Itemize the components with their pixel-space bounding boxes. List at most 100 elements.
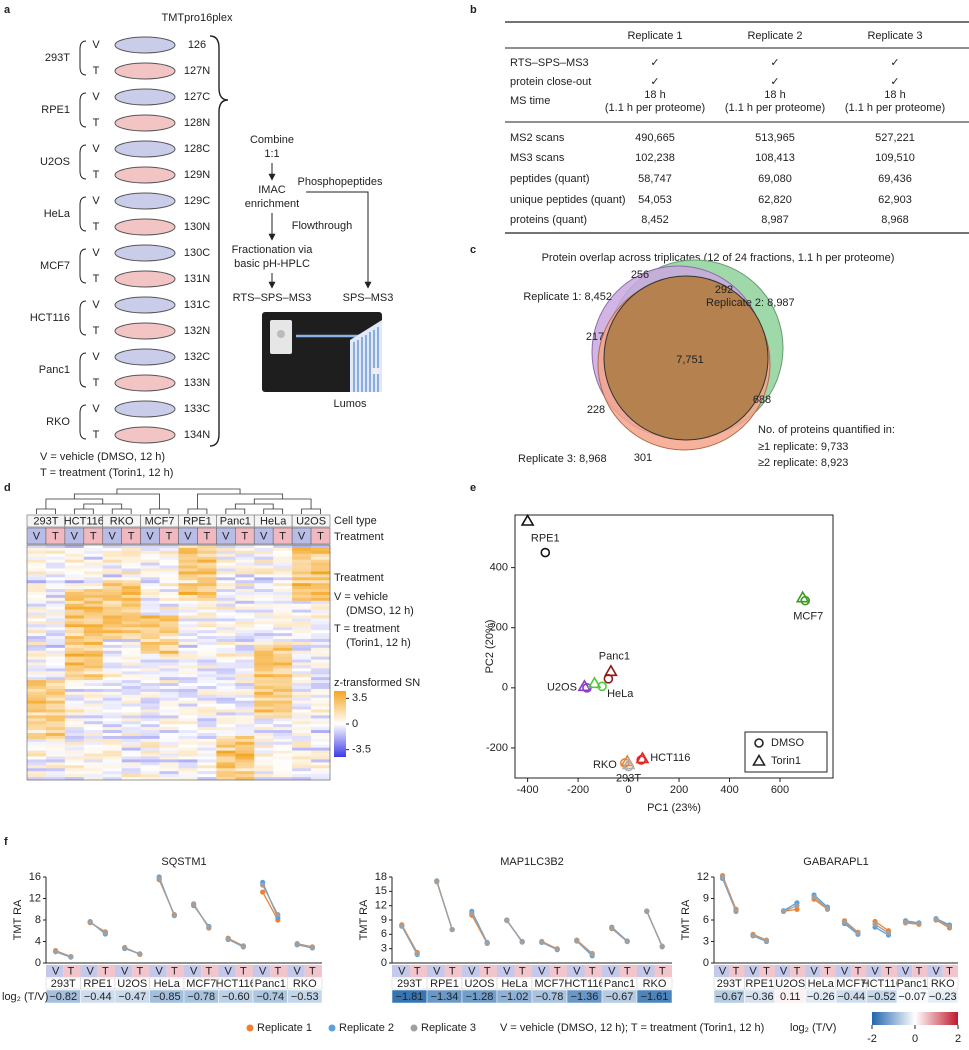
heatmap-cell xyxy=(216,609,236,613)
heatmap-cell xyxy=(27,639,47,643)
heatmap-cell xyxy=(216,606,236,610)
replicate-point xyxy=(539,939,545,945)
treatment-cell xyxy=(775,965,791,977)
heatmap-cell xyxy=(102,650,122,654)
heatmap-cell xyxy=(235,744,255,748)
heatmap-cell xyxy=(292,674,312,678)
heatmap-cell xyxy=(216,592,236,596)
tmt-channel: 127N xyxy=(184,65,210,77)
heatmap-cell xyxy=(64,712,85,716)
heatmap-cell xyxy=(292,677,312,681)
heatmap-cell xyxy=(83,562,104,566)
heatmap-cell xyxy=(83,656,104,660)
heatmap-cell xyxy=(121,600,141,605)
treatment-cell xyxy=(602,965,620,977)
treatment-label: T xyxy=(93,117,100,129)
replicate-point xyxy=(841,919,848,925)
log2-label: −0.78 xyxy=(187,991,215,1003)
heatmap-cell xyxy=(178,774,198,778)
heatmap-cell xyxy=(216,636,236,640)
heatmap-cell xyxy=(121,735,141,740)
y-tick-label: 200 xyxy=(490,622,508,634)
venn-count: 217 xyxy=(586,331,604,343)
heatmap-cell xyxy=(178,574,198,578)
heatmap-cell xyxy=(216,747,236,751)
heatmap-cell xyxy=(273,706,293,710)
heatmap-cell xyxy=(197,765,217,769)
heatmap-cell xyxy=(121,615,141,619)
heatmap-cell xyxy=(27,774,47,778)
heatmap-cell xyxy=(102,609,122,613)
heatmap-cell xyxy=(178,630,198,634)
heatmap-cell xyxy=(254,577,274,581)
heatmap-cell xyxy=(235,556,255,560)
heatmap-cell xyxy=(292,691,312,696)
heatmap-cell xyxy=(254,741,274,746)
treatment-cell xyxy=(46,965,64,977)
treatment-label: T xyxy=(93,65,100,77)
heatmap-cell xyxy=(83,753,104,757)
heatmap-cell xyxy=(311,639,331,643)
heatmap-cell xyxy=(292,609,312,613)
heatmap-cell xyxy=(197,665,217,669)
replicate-point xyxy=(624,938,630,945)
heatmap-cell xyxy=(159,697,179,701)
heatmap-cell xyxy=(216,644,236,649)
treatment-label: V xyxy=(86,965,94,977)
treatment-label: T xyxy=(102,965,109,977)
heatmap-cell xyxy=(121,589,141,593)
heatmap-cell xyxy=(140,574,160,578)
y-axis-label: TMT RA xyxy=(680,899,692,940)
heatmap-cell xyxy=(27,703,47,707)
log2-label: −0.67 xyxy=(606,991,634,1003)
treatment-cell xyxy=(729,965,745,977)
cell-line-label: 293T xyxy=(717,978,742,990)
heatmap-cell xyxy=(292,633,312,637)
heatmap-cell xyxy=(197,641,217,646)
heatmap-cell xyxy=(235,677,255,681)
replicate-point xyxy=(191,901,197,908)
heatmap-cell xyxy=(178,580,198,584)
heatmap-cell xyxy=(64,612,85,616)
treatment-label: V xyxy=(71,530,79,542)
heatmap-cell xyxy=(311,559,331,563)
culture-dish xyxy=(114,400,176,418)
treatment-cell xyxy=(304,965,322,977)
heatmap-cell xyxy=(178,738,198,743)
heatmap-cell xyxy=(83,768,104,772)
heatmap-cell xyxy=(159,668,179,672)
heatmap-cell xyxy=(197,671,217,675)
cell-line-cell xyxy=(636,977,673,990)
heatmap-cell xyxy=(311,759,331,763)
heatmap-cell xyxy=(83,718,104,722)
heatmap-cell xyxy=(83,550,104,555)
heatmap-cell xyxy=(254,609,274,613)
heatmap-cell xyxy=(27,733,47,737)
log2-label: −1.61 xyxy=(641,991,669,1003)
heatmap-cell xyxy=(178,688,198,693)
heatmap-cell xyxy=(45,712,66,716)
heatmap-cell xyxy=(273,641,293,646)
venn-summary: ≥1 replicate: 9,733 xyxy=(758,441,848,453)
heatmap-cell xyxy=(159,768,179,772)
treatment-cell xyxy=(310,527,331,545)
heatmap-cell xyxy=(292,636,312,640)
culture-dish xyxy=(114,374,176,392)
heatmap-cell xyxy=(45,680,66,684)
replicate-point xyxy=(824,905,831,912)
heatmap-cell xyxy=(292,618,312,622)
heatmap-cell xyxy=(140,621,160,625)
heatmap-cell xyxy=(121,662,141,666)
heatmap-cell xyxy=(83,618,104,622)
heatmap-cell xyxy=(45,765,66,769)
heatmap-cell xyxy=(64,724,85,728)
table-cell: 108,413 xyxy=(755,152,795,164)
heatmap-cell xyxy=(311,712,331,716)
y-axis-label: PC2 (20%) xyxy=(484,620,496,674)
heatmap-cell xyxy=(27,559,47,563)
heatmap-cell xyxy=(311,721,331,725)
heatmap-cell xyxy=(121,700,141,704)
heatmap-cell xyxy=(140,671,160,675)
heatmap-cell xyxy=(83,694,104,699)
